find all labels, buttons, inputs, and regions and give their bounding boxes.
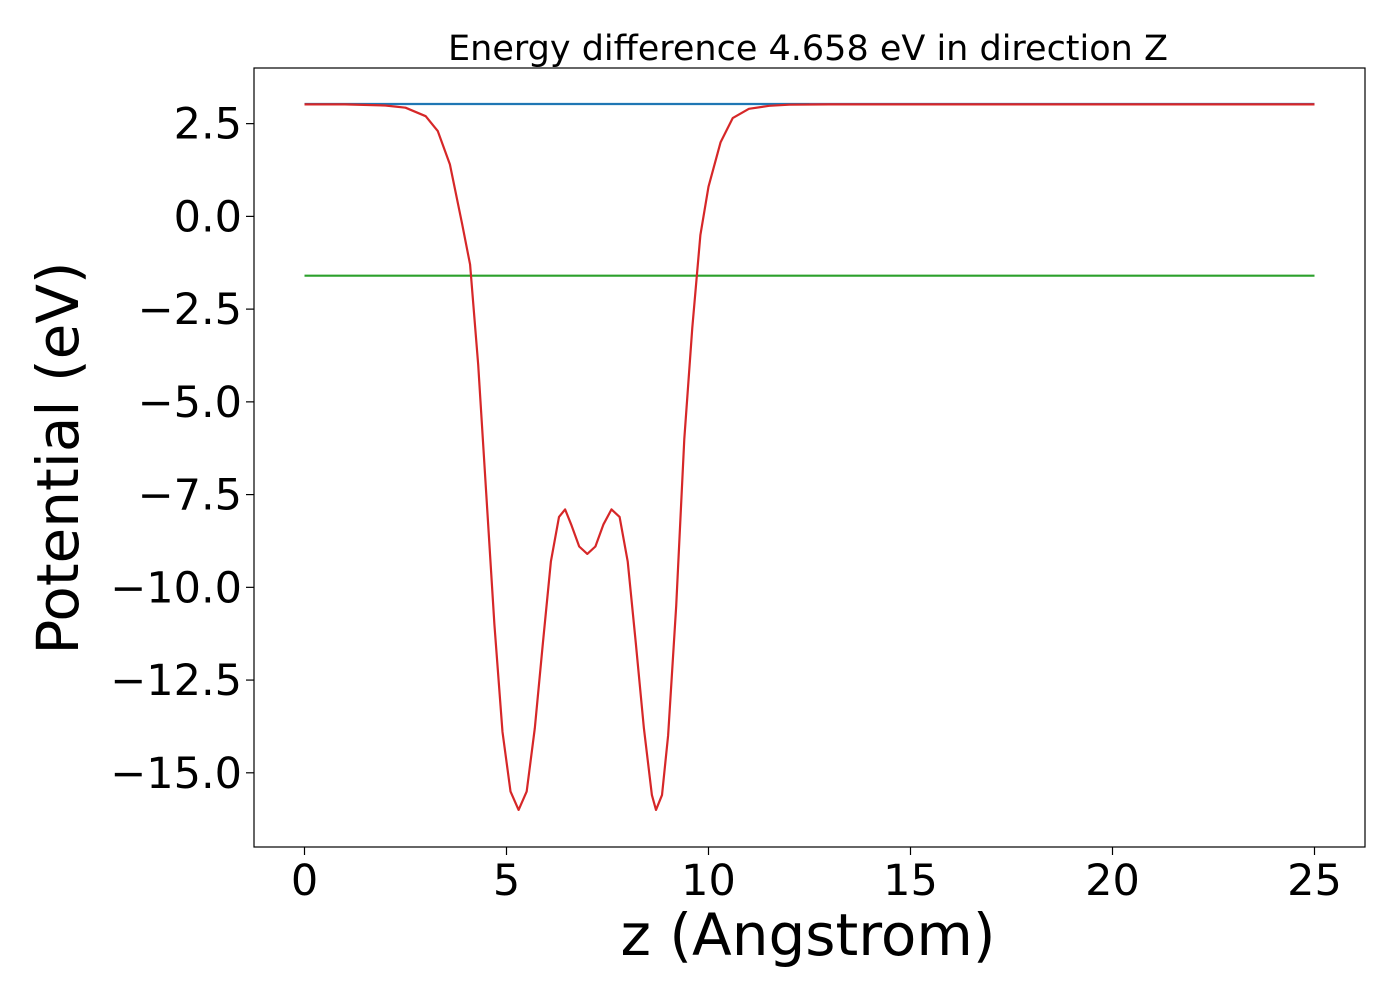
x-tick-label: 20 <box>1085 856 1140 906</box>
x-axis-label: z (Angstrom) <box>621 901 996 969</box>
x-tick-label: 15 <box>883 856 938 906</box>
chart-title: Energy difference 4.658 eV in direction … <box>448 29 1168 69</box>
y-tick-label: −5.0 <box>138 378 242 428</box>
x-axis: 0 5 10 15 20 25 <box>291 847 1342 906</box>
y-tick-label: 0.0 <box>174 192 242 242</box>
y-tick-label: −15.0 <box>110 749 242 799</box>
y-axis: 2.5 0.0 −2.5 −5.0 −7.5 −10.0 −12.5 −15.0 <box>110 100 254 799</box>
y-tick-label: −12.5 <box>110 656 242 706</box>
x-tick-label: 10 <box>681 856 736 906</box>
y-tick-label: −7.5 <box>138 471 242 521</box>
plot-frame <box>253 67 1366 848</box>
plot-lines <box>304 102 1315 812</box>
y-tick-label: −10.0 <box>110 563 242 613</box>
series-line-3 <box>304 103 1315 812</box>
x-tick-label: 0 <box>291 856 318 906</box>
x-tick-label: 5 <box>493 856 520 906</box>
y-tick-label: −2.5 <box>138 285 242 335</box>
x-tick-label: 25 <box>1287 856 1342 906</box>
y-tick-label: 2.5 <box>174 100 242 150</box>
y-axis-label: Potential (eV) <box>24 261 92 654</box>
